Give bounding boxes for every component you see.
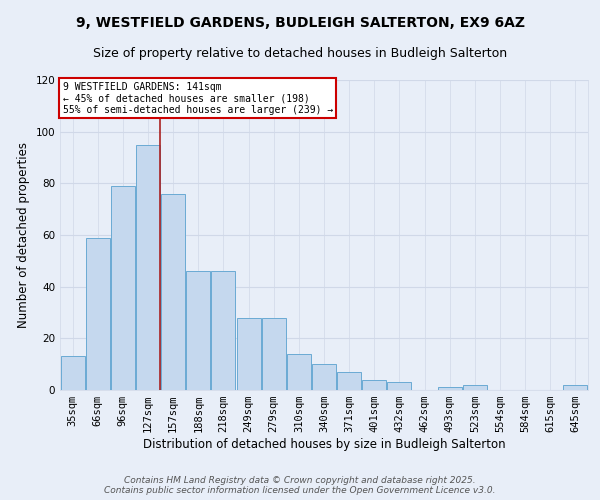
Bar bbox=[337, 372, 361, 390]
Bar bbox=[463, 385, 487, 390]
Bar bbox=[161, 194, 185, 390]
Bar bbox=[438, 388, 461, 390]
Bar bbox=[362, 380, 386, 390]
Text: Size of property relative to detached houses in Budleigh Salterton: Size of property relative to detached ho… bbox=[93, 47, 507, 60]
Bar bbox=[211, 271, 235, 390]
Bar bbox=[563, 385, 587, 390]
Text: Contains HM Land Registry data © Crown copyright and database right 2025.
Contai: Contains HM Land Registry data © Crown c… bbox=[104, 476, 496, 495]
X-axis label: Distribution of detached houses by size in Budleigh Salterton: Distribution of detached houses by size … bbox=[143, 438, 505, 451]
Bar bbox=[61, 356, 85, 390]
Y-axis label: Number of detached properties: Number of detached properties bbox=[17, 142, 30, 328]
Bar bbox=[388, 382, 412, 390]
Bar bbox=[236, 318, 260, 390]
Text: 9 WESTFIELD GARDENS: 141sqm
← 45% of detached houses are smaller (198)
55% of se: 9 WESTFIELD GARDENS: 141sqm ← 45% of det… bbox=[62, 82, 333, 115]
Bar bbox=[187, 271, 210, 390]
Bar bbox=[262, 318, 286, 390]
Bar bbox=[136, 144, 160, 390]
Bar bbox=[86, 238, 110, 390]
Bar bbox=[312, 364, 336, 390]
Bar bbox=[287, 354, 311, 390]
Bar bbox=[111, 186, 135, 390]
Text: 9, WESTFIELD GARDENS, BUDLEIGH SALTERTON, EX9 6AZ: 9, WESTFIELD GARDENS, BUDLEIGH SALTERTON… bbox=[76, 16, 524, 30]
